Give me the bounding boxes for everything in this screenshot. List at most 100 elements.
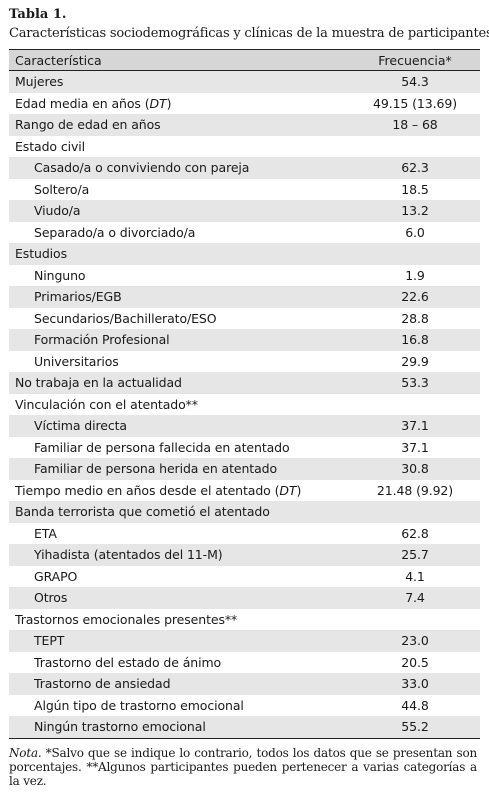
- table-row: Mujeres 54.3: [9, 71, 480, 93]
- table-row: Rango de edad en años 18 – 68: [9, 114, 480, 136]
- table-header-row: Característica Frecuencia*: [9, 50, 480, 71]
- row-value: 44.8: [401, 697, 429, 713]
- row-value: 25.7: [401, 547, 429, 563]
- row-value: 23.0: [401, 633, 429, 649]
- table-row: GRAPO 4.1: [9, 566, 480, 588]
- table-body: Mujeres 54.3 Edad media en años (DT) 49.15 …: [9, 71, 480, 738]
- row-label: Otros: [34, 590, 68, 606]
- table-row: Separado/a o divorciado/a 6.0: [9, 222, 480, 244]
- row-value: 13.2: [401, 203, 429, 219]
- table-row: Viudo/a 13.2: [9, 200, 480, 222]
- header-frequency: Frecuencia*: [378, 52, 452, 68]
- row-label: GRAPO: [34, 568, 78, 584]
- row-label: Viudo/a: [34, 203, 81, 219]
- table-row: ETA 62.8: [9, 523, 480, 545]
- row-value: 55.2: [401, 719, 429, 735]
- table-row: Universitarios 29.9: [9, 351, 480, 373]
- row-value: 4.1: [405, 568, 425, 584]
- table-row: Trastorno de ansiedad 33.0: [9, 673, 480, 695]
- row-label: Ningún trastorno emocional: [34, 719, 206, 735]
- table-row: Estado civil: [9, 136, 480, 158]
- table-row: Familiar de persona herida en atentado 30…: [9, 458, 480, 480]
- table-row: Familiar de persona fallecida en atentad…: [9, 437, 480, 459]
- table-row: Otros 7.4: [9, 587, 480, 609]
- table-row: Banda terrorista que cometió el atentado: [9, 501, 480, 523]
- row-value: 22.6: [401, 289, 429, 305]
- row-value: 1.9: [405, 267, 425, 283]
- row-label: Estado civil: [15, 138, 86, 154]
- table-row: Yihadista (atentados del 11-M) 25.7: [9, 544, 480, 566]
- row-label: Formación Profesional: [34, 332, 170, 348]
- dt-abbrev: DT: [149, 95, 167, 111]
- row-label: Rango de edad en años: [15, 117, 161, 133]
- note-text: *Salvo que se indique lo contrario, todo…: [9, 746, 477, 788]
- row-label: Víctima directa: [34, 418, 127, 434]
- row-label: Tiempo medio en años desde el atentado (…: [15, 482, 302, 498]
- table-note: Nota. *Salvo que se indique lo contrario…: [9, 746, 477, 788]
- table-row: Ningún trastorno emocional 55.2: [9, 716, 480, 738]
- table-row: Trastornos emocionales presentes**: [9, 609, 480, 631]
- row-value: 62.8: [401, 525, 429, 541]
- row-label: Mujeres: [15, 74, 64, 90]
- table-title: Tabla 1.: [9, 7, 67, 22]
- row-label: Familiar de persona herida en atentado: [34, 461, 278, 477]
- row-value: 62.3: [401, 160, 429, 176]
- row-label: ETA: [34, 525, 57, 541]
- row-label: Ninguno: [34, 267, 86, 283]
- row-value: 37.1: [401, 418, 429, 434]
- row-label: Casado/a o conviviendo con pareja: [34, 160, 250, 176]
- row-value: 21.48 (9.92): [376, 482, 454, 498]
- row-label: Trastornos emocionales presentes**: [15, 611, 238, 627]
- row-label: Trastorno del estado de ánimo: [34, 654, 222, 670]
- row-value: 18 – 68: [392, 117, 438, 133]
- table-row: Soltero/a 18.5: [9, 179, 480, 201]
- table-row: Trastorno del estado de ánimo 20.5: [9, 652, 480, 674]
- row-value: 37.1: [401, 439, 429, 455]
- table-row: Ninguno 1.9: [9, 265, 480, 287]
- row-label: Banda terrorista que cometió el atentado: [15, 504, 270, 520]
- header-characteristic: Característica: [15, 52, 102, 68]
- row-label: Estudios: [15, 246, 68, 262]
- table-row: Tiempo medio en años desde el atentado (…: [9, 480, 480, 502]
- dt-abbrev: DT: [279, 482, 297, 498]
- row-label: Vinculación con el atentado**: [15, 396, 198, 412]
- row-label: Edad media en años (DT): [15, 95, 172, 111]
- row-label: TEPT: [34, 633, 65, 649]
- note-lead: Nota.: [9, 746, 42, 760]
- table-row: Primarios/EGB 22.6: [9, 286, 480, 308]
- table-row: Algún tipo de trastorno emocional 44.8: [9, 695, 480, 717]
- row-label: Algún tipo de trastorno emocional: [34, 697, 244, 713]
- row-value: 18.5: [401, 181, 429, 197]
- row-value: 7.4: [405, 590, 425, 606]
- row-label: Trastorno de ansiedad: [34, 676, 171, 692]
- table-row: Formación Profesional 16.8: [9, 329, 480, 351]
- table-row: TEPT 23.0: [9, 630, 480, 652]
- row-value: 6.0: [405, 224, 425, 240]
- table-row: Vinculación con el atentado**: [9, 394, 480, 416]
- row-label: Secundarios/Bachillerato/ESO: [34, 310, 217, 326]
- row-label: Soltero/a: [34, 181, 90, 197]
- row-value: 29.9: [401, 353, 429, 369]
- row-value: 30.8: [401, 461, 429, 477]
- row-value: 53.3: [401, 375, 429, 391]
- row-value: 20.5: [401, 654, 429, 670]
- row-value: 33.0: [401, 676, 429, 692]
- data-table: Característica Frecuencia* Mujeres 54.3 Ed…: [9, 49, 480, 739]
- row-label: Yihadista (atentados del 11-M): [34, 547, 223, 563]
- row-value: 28.8: [401, 310, 429, 326]
- row-label: No trabaja en la actualidad: [15, 375, 182, 391]
- table-row: Casado/a o conviviendo con pareja 62.3: [9, 157, 480, 179]
- row-label: Universitarios: [34, 353, 119, 369]
- table-row: Secundarios/Bachillerato/ESO 28.8: [9, 308, 480, 330]
- table-caption: Características sociodemográficas y clín…: [9, 26, 489, 41]
- table-row: Edad media en años (DT) 49.15 (13.69): [9, 93, 480, 115]
- table-row: No trabaja en la actualidad 53.3: [9, 372, 480, 394]
- row-value: 49.15 (13.69): [373, 95, 457, 111]
- row-label: Primarios/EGB: [34, 289, 122, 305]
- row-label: Familiar de persona fallecida en atentad…: [34, 439, 290, 455]
- row-label: Separado/a o divorciado/a: [34, 224, 196, 240]
- table-row: Estudios: [9, 243, 480, 265]
- row-value: 54.3: [401, 74, 429, 90]
- row-value: 16.8: [401, 332, 429, 348]
